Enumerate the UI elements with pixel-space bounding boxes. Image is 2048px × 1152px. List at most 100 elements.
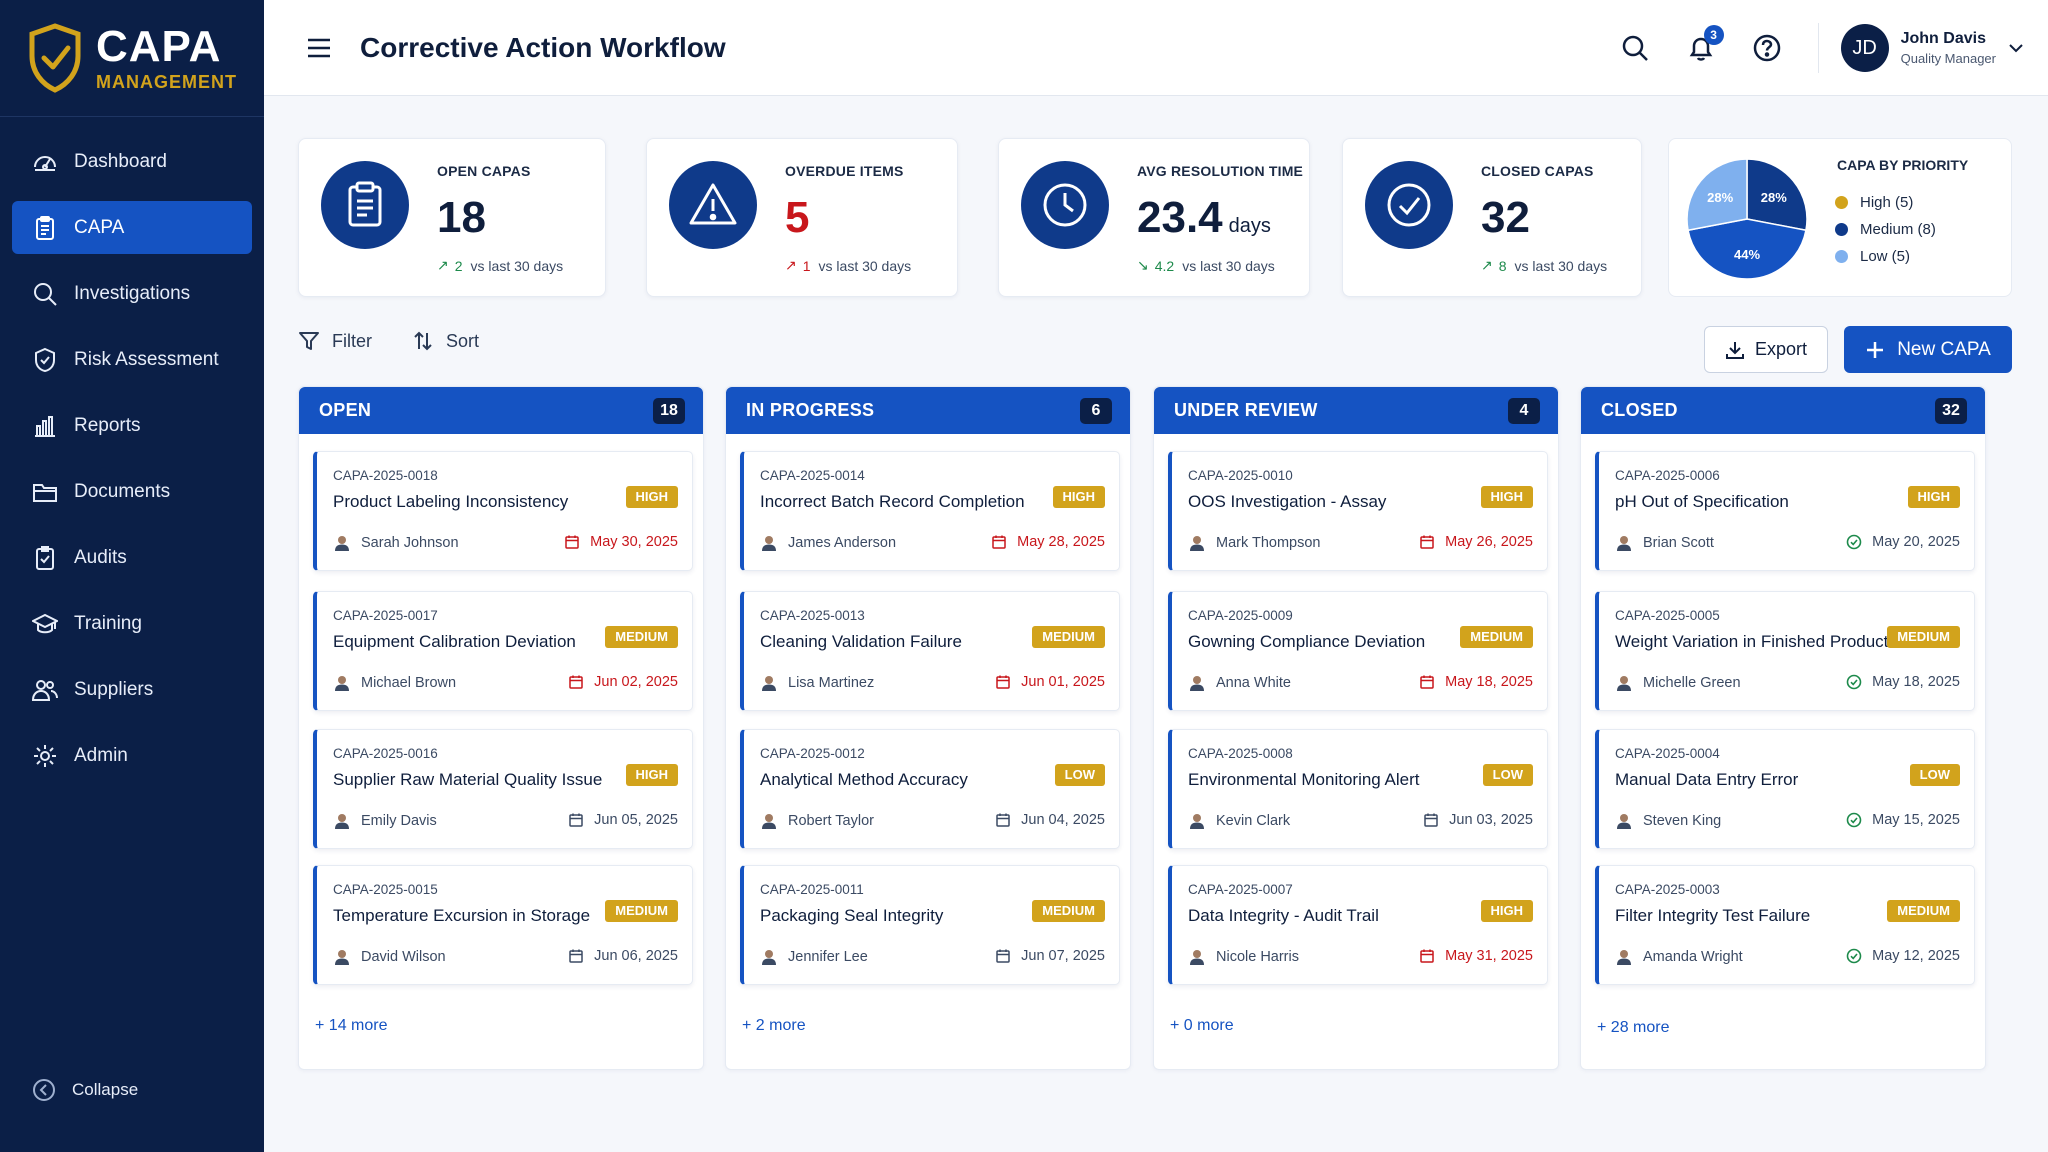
capa-title: OOS Investigation - Assay bbox=[1188, 492, 1387, 511]
priority-badge: MEDIUM bbox=[1460, 626, 1533, 648]
assignee: Michael Brown bbox=[333, 674, 456, 692]
user-info[interactable]: John Davis Quality Manager bbox=[1901, 30, 1996, 66]
capa-card[interactable]: CAPA-2025-0006 pH Out of Specification HIG… bbox=[1595, 451, 1975, 571]
legend-dot bbox=[1835, 250, 1848, 263]
column-header[interactable]: UNDER REVIEW 4 bbox=[1154, 387, 1558, 434]
sidebar-item-label: Risk Assessment bbox=[74, 348, 219, 370]
person-icon bbox=[1190, 676, 1204, 691]
sidebar-item-reports[interactable]: Reports bbox=[12, 399, 252, 452]
due-date: May 20, 2025 bbox=[1846, 534, 1960, 550]
capa-id: CAPA-2025-0013 bbox=[760, 608, 865, 623]
capa-title: Filter Integrity Test Failure bbox=[1615, 906, 1811, 925]
pie-slice[interactable] bbox=[1686, 158, 1748, 232]
clipboard-icon bbox=[36, 215, 54, 240]
trend-text: vs last 30 days bbox=[1514, 257, 1608, 274]
assignee-name: Anna White bbox=[1216, 675, 1291, 691]
priority-badge: HIGH bbox=[1480, 900, 1533, 922]
capa-card[interactable]: CAPA-2025-0010 OOS Investigation - Assay H… bbox=[1168, 451, 1548, 571]
show-more-link[interactable]: + 0 more bbox=[1170, 1017, 1234, 1034]
capa-card[interactable]: CAPA-2025-0012 Analytical Method Accuracy… bbox=[740, 729, 1120, 849]
capa-card[interactable]: CAPA-2025-0003 Filter Integrity Test Fail… bbox=[1595, 865, 1975, 985]
notifications-button[interactable]: 3 bbox=[1686, 25, 1724, 63]
sidebar-item-risk-assessment[interactable]: Risk Assessment bbox=[12, 333, 252, 386]
stat-trend: ↗ 1 vs last 30 days bbox=[785, 257, 911, 274]
sidebar-item-training[interactable]: Training bbox=[12, 597, 252, 650]
sidebar-item-documents[interactable]: Documents bbox=[12, 465, 252, 518]
capa-card[interactable]: CAPA-2025-0007 Data Integrity - Audit Tra… bbox=[1168, 865, 1548, 985]
pie-slice[interactable] bbox=[1687, 218, 1807, 280]
sidebar-item-dashboard[interactable]: Dashboard bbox=[12, 135, 252, 188]
capa-card[interactable]: CAPA-2025-0008 Environmental Monitoring A… bbox=[1168, 729, 1548, 849]
stat-value-number: 18 bbox=[437, 193, 486, 242]
sidebar-item-capa[interactable]: CAPA bbox=[12, 201, 252, 254]
column-in-progress: IN PROGRESS 6 CAPA-2025-0014 Incorrect Batc… bbox=[725, 386, 1131, 1070]
capa-card[interactable]: CAPA-2025-0017 Equipment Calibration Devi… bbox=[313, 591, 693, 711]
capa-title: Temperature Excursion in Storage bbox=[333, 906, 591, 925]
capa-card[interactable]: CAPA-2025-0009 Gowning Compliance Deviati… bbox=[1168, 591, 1548, 711]
calendar-icon bbox=[1420, 675, 1434, 689]
export-button[interactable]: Export bbox=[1704, 326, 1828, 373]
help-icon[interactable] bbox=[1752, 33, 1782, 63]
column-header[interactable]: IN PROGRESS 6 bbox=[726, 387, 1130, 434]
priority-badge: LOW bbox=[1482, 764, 1533, 786]
stat-card-closed-capas[interactable]: CLOSED CAPAS 32 ↗ 8 vs last 30 days bbox=[1342, 138, 1642, 297]
collapse-button[interactable]: Collapse bbox=[32, 1078, 138, 1102]
priority-badge: MEDIUM bbox=[1887, 626, 1960, 648]
sidebar-item-suppliers[interactable]: Suppliers bbox=[12, 663, 252, 716]
stat-card-avg-resolution[interactable]: AVG RESOLUTION TIME 23.4 days ↘ 4.2 vs la… bbox=[998, 138, 1310, 297]
hamburger-menu-icon[interactable] bbox=[306, 37, 332, 59]
column-title: IN PROGRESS bbox=[746, 400, 875, 420]
app-logo[interactable]: CAPA MANAGEMENT bbox=[0, 0, 264, 117]
priority-badge: MEDIUM bbox=[1887, 900, 1960, 922]
due-date: Jun 01, 2025 bbox=[995, 674, 1105, 690]
sort-button[interactable]: Sort bbox=[412, 330, 479, 352]
filter-button[interactable]: Filter bbox=[298, 330, 372, 352]
due-date: May 18, 2025 bbox=[1846, 674, 1960, 690]
new-capa-button[interactable]: New CAPA bbox=[1844, 326, 2012, 373]
checklist-icon bbox=[36, 545, 54, 570]
sidebar-item-investigations[interactable]: Investigations bbox=[12, 267, 252, 320]
show-more-link[interactable]: + 2 more bbox=[742, 1017, 806, 1034]
trend-up-icon: ↗ bbox=[1481, 257, 1493, 273]
capa-card[interactable]: CAPA-2025-0016 Supplier Raw Material Qual… bbox=[313, 729, 693, 849]
column-header[interactable]: OPEN 18 bbox=[299, 387, 703, 434]
calendar-icon bbox=[996, 675, 1010, 689]
stat-card-overdue-items[interactable]: OVERDUE ITEMS 5 ↗ 1 vs last 30 days bbox=[646, 138, 958, 297]
stat-label: AVG RESOLUTION TIME bbox=[1137, 163, 1304, 179]
capa-title: pH Out of Specification bbox=[1615, 492, 1789, 511]
priority-chart-card[interactable]: 28% 44% 28% CAPA BY PRIORITY High (5) Medi… bbox=[1668, 138, 2012, 297]
sidebar-item-admin[interactable]: Admin bbox=[12, 729, 252, 782]
capa-card[interactable]: CAPA-2025-0005 Weight Variation in Finish… bbox=[1595, 591, 1975, 711]
check-circle-icon bbox=[1387, 183, 1431, 227]
chevron-down-icon[interactable] bbox=[2006, 38, 2026, 58]
capa-card[interactable]: CAPA-2025-0013 Cleaning Validation Failur… bbox=[740, 591, 1120, 711]
capa-card[interactable]: CAPA-2025-0018 Product Labeling Inconsist… bbox=[313, 451, 693, 571]
stat-trend: ↘ 4.2 vs last 30 days bbox=[1137, 257, 1275, 274]
capa-card[interactable]: CAPA-2025-0014 Incorrect Batch Record Com… bbox=[740, 451, 1120, 571]
capa-card[interactable]: CAPA-2025-0004 Manual Data Entry Error LOW… bbox=[1595, 729, 1975, 849]
capa-card[interactable]: CAPA-2025-0015 Temperature Excursion in S… bbox=[313, 865, 693, 985]
capa-card[interactable]: CAPA-2025-0011 Packaging Seal Integrity ME… bbox=[740, 865, 1120, 985]
calendar-icon bbox=[992, 535, 1006, 549]
show-more-link[interactable]: + 28 more bbox=[1597, 1019, 1670, 1036]
person-icon bbox=[762, 950, 776, 965]
show-more-link[interactable]: + 14 more bbox=[315, 1017, 388, 1034]
search-icon[interactable] bbox=[1620, 33, 1650, 63]
assignee: James Anderson bbox=[760, 534, 896, 552]
assignee: Steven King bbox=[1615, 812, 1721, 830]
download-icon bbox=[1725, 341, 1744, 359]
avatar[interactable]: JD bbox=[1840, 24, 1889, 72]
capa-title: Supplier Raw Material Quality Issue bbox=[333, 770, 603, 789]
stat-card-open-capas[interactable]: OPEN CAPAS 18 ↗ 2 vs last 30 days bbox=[298, 138, 606, 297]
sidebar-item-label: Training bbox=[74, 612, 142, 634]
assignee-name: Jennifer Lee bbox=[788, 949, 868, 965]
stat-value-number: 5 bbox=[785, 193, 810, 242]
column-header[interactable]: CLOSED 32 bbox=[1581, 387, 1985, 434]
legend-label: Low (5) bbox=[1860, 248, 1911, 265]
sidebar-item-audits[interactable]: Audits bbox=[12, 531, 252, 584]
stat-label: OPEN CAPAS bbox=[437, 163, 531, 179]
capa-id: CAPA-2025-0011 bbox=[760, 882, 864, 897]
due-date-text: Jun 02, 2025 bbox=[594, 674, 678, 690]
due-date: May 26, 2025 bbox=[1419, 534, 1533, 550]
pie-slice[interactable] bbox=[1746, 158, 1808, 232]
